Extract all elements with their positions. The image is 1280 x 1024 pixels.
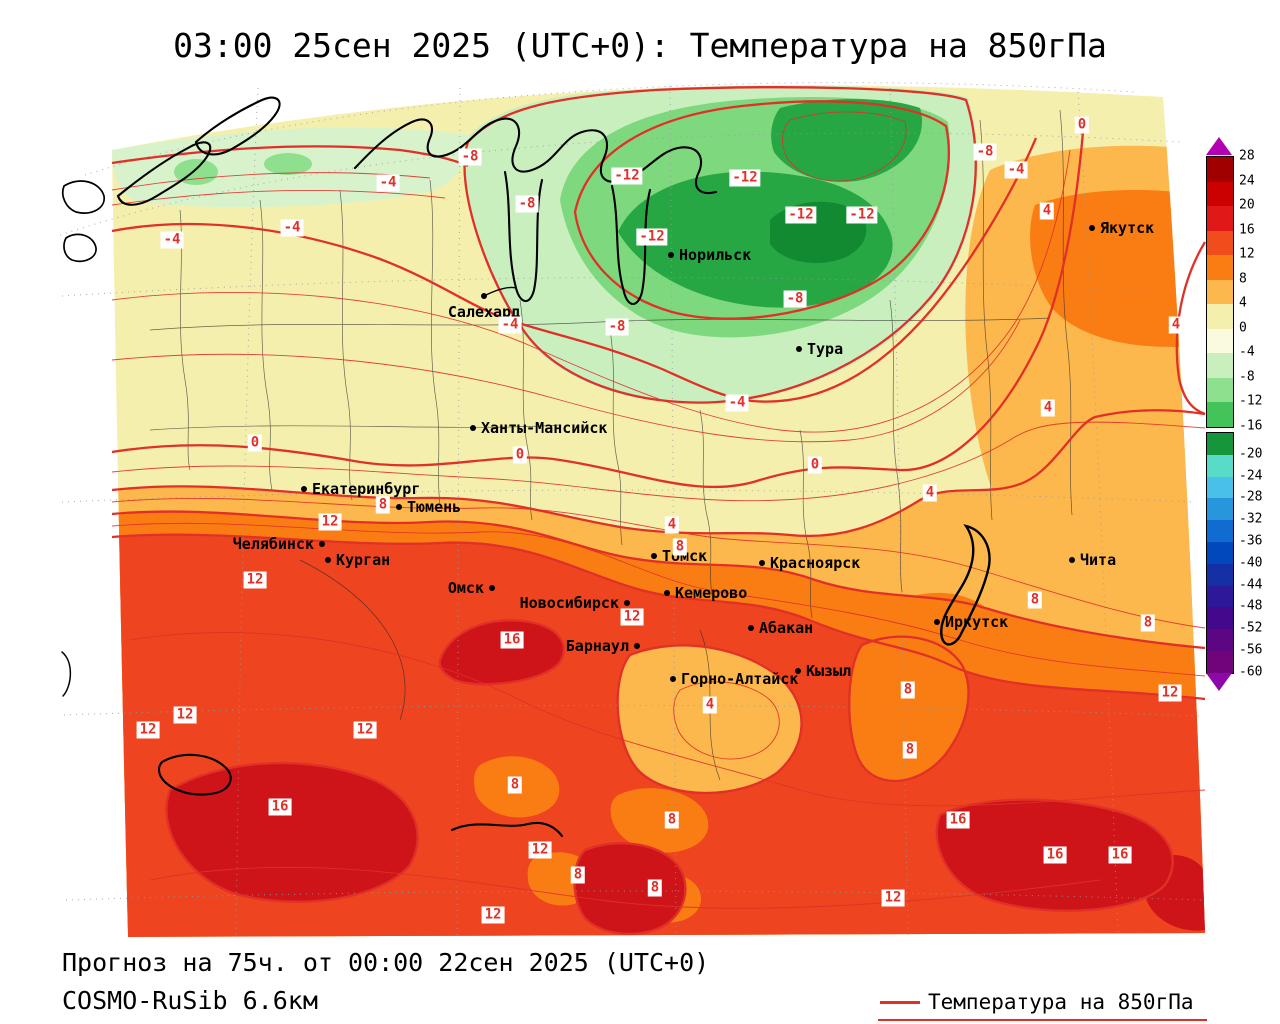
admin-border (259, 199, 273, 491)
admin-border (149, 424, 561, 431)
temperature-field (112, 85, 1205, 937)
graticule-line (61, 489, 1196, 503)
admin-border (179, 209, 191, 471)
field-island-orange (890, 592, 998, 663)
forecast-info: Прогноз на 75ч. от 00:00 22сен 2025 (UTC… (62, 948, 710, 977)
contour-line (111, 497, 1206, 629)
field-green-spot (264, 153, 312, 175)
field-hot-patch (166, 763, 418, 902)
field-green-dark (771, 99, 923, 182)
contour-16 (438, 619, 565, 686)
contour-16 (165, 761, 419, 903)
legend-underline (878, 1019, 1207, 1021)
field-hot-patch (439, 620, 564, 685)
contour-16 (573, 842, 687, 936)
field-orange-ne (1030, 189, 1205, 347)
graticule-line (63, 704, 1201, 717)
admin-border (699, 409, 713, 596)
minor-contours (111, 111, 1206, 909)
gulf-of-ob (503, 170, 544, 303)
lake-baikal (940, 524, 991, 646)
geography (61, 96, 991, 838)
contour-8 (616, 644, 803, 795)
contour-minus-12 (573, 100, 950, 320)
field-island-amber (617, 645, 802, 793)
admin-border (609, 329, 623, 546)
contour-12 (111, 533, 1206, 701)
contour-8 (111, 510, 1206, 650)
graticule-line (889, 87, 909, 936)
admin-border (519, 299, 533, 521)
legend-line-sample (880, 1001, 920, 1004)
contour-line (111, 189, 446, 206)
lake-zaysan (157, 753, 232, 796)
contour-line (111, 319, 1021, 443)
graticule-line (456, 87, 461, 936)
novaya-zemlya (116, 141, 212, 206)
coast-fragment (61, 651, 72, 697)
contour-line (111, 421, 1206, 502)
admin-border (979, 119, 993, 521)
contour-line (129, 632, 1206, 807)
legend-label: Температура на 850гПа (928, 990, 1194, 1014)
contour-16 (935, 798, 1174, 912)
contour-line (111, 149, 1071, 433)
field-hot-patch (1142, 854, 1205, 931)
admin-border (429, 179, 441, 506)
graticule-line (61, 276, 1161, 297)
novaya-zemlya (194, 96, 281, 156)
border-line (450, 821, 564, 838)
contour-0 (111, 131, 1085, 489)
coast-fragment (63, 233, 97, 263)
field-island-orange (610, 788, 709, 853)
arctic-coastline (353, 117, 718, 194)
map-title: 03:00 25сен 2025 (UTC+0): Температура на… (173, 26, 1107, 65)
graticule (59, 82, 1204, 936)
contour-4 (1175, 241, 1206, 416)
field-island-orange (849, 636, 969, 782)
major-contours (111, 86, 1206, 936)
contour-line (149, 866, 1101, 909)
admin-border (1059, 109, 1073, 516)
ob-river (483, 286, 517, 297)
contour-4 (111, 409, 1206, 538)
contour-minus-8 (463, 86, 977, 404)
contour-minus-4 (111, 137, 1038, 403)
contour-line (673, 681, 780, 760)
admin-border (299, 559, 406, 721)
field-hot-patch (574, 843, 686, 934)
contour-8 (848, 635, 970, 783)
contour-line (782, 111, 907, 182)
coast-fragment (61, 180, 105, 214)
admin-border (799, 429, 813, 619)
model-name: COSMO-RuSib 6.6км (62, 986, 318, 1015)
